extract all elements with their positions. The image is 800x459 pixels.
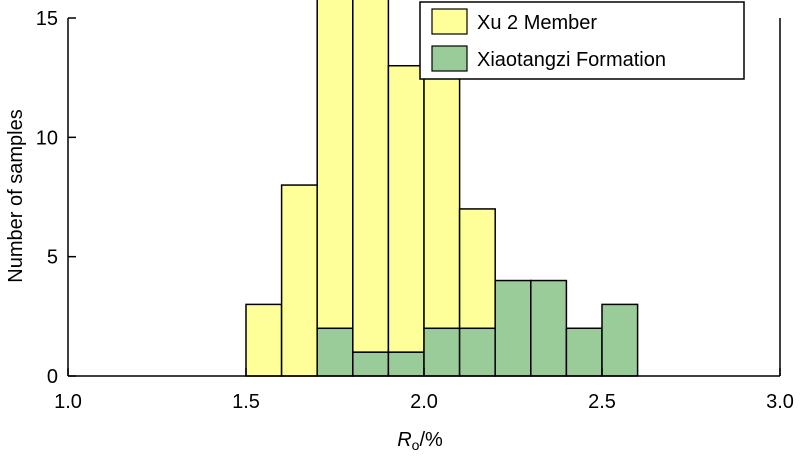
x-axis-title-unit: /%: [419, 429, 443, 451]
bars-group: [245, 0, 639, 377]
bar-xiaotangzi-2.1: [458, 327, 496, 377]
bar-xiaotangzi-1.7: [316, 327, 354, 377]
x-axis-title-symbol: R: [397, 429, 411, 451]
y-tick-label-5: 5: [47, 247, 58, 269]
legend-box: [419, 1, 745, 80]
x-axis-title-subscript: o: [412, 437, 420, 453]
bar-xiaotangzi-2.3: [530, 279, 568, 377]
y-tick-label-10: 10: [36, 127, 58, 149]
bar-xiaotangzi-2.4: [565, 327, 603, 377]
bar-xu2-2.1: [458, 208, 496, 330]
bar-xu2-1.5: [245, 303, 283, 377]
bar-xiaotangzi-2.0: [423, 327, 461, 377]
x-tick-label-1.5: 1.5: [232, 391, 260, 413]
x-tick-label-2.5: 2.5: [588, 391, 616, 413]
x-ticks-group: 1.0 1.5 2.0 2.5 3.0: [54, 368, 794, 413]
y-ticks-group: 0 5 10 15: [36, 8, 76, 388]
legend-label-xiaotangzi: Xiaotangzi Formation: [477, 49, 666, 71]
y-tick-label-0: 0: [47, 366, 58, 388]
bar-xiaotangzi-1.8: [352, 351, 390, 377]
y-tick-label-15: 15: [36, 8, 58, 30]
x-tick-label-2.0: 2.0: [410, 391, 438, 413]
bar-xiaotangzi-1.9: [387, 351, 425, 377]
bar-xu2-1.6: [280, 184, 318, 377]
bar-xiaotangzi-2.5: [601, 303, 639, 377]
bar-xu2-2.0: [423, 41, 461, 330]
bar-xu2-1.9: [387, 64, 425, 353]
legend-label-xu2: Xu 2 Member: [477, 12, 597, 34]
legend-swatch-xiaotangzi: [431, 45, 468, 72]
x-axis-title: Ro/%: [397, 429, 443, 453]
x-tick-label-1.0: 1.0: [54, 391, 82, 413]
bar-xu2-1.8: [352, 0, 390, 353]
x-tick-label-3.0: 3.0: [766, 391, 794, 413]
bar-xiaotangzi-2.2: [494, 279, 532, 377]
bar-xu2-1.7: [316, 0, 354, 330]
legend-swatch-xu2: [431, 8, 468, 35]
legend: Xu 2 Member Xiaotangzi Formation: [419, 1, 745, 80]
y-axis-title: Number of samples: [5, 109, 27, 282]
